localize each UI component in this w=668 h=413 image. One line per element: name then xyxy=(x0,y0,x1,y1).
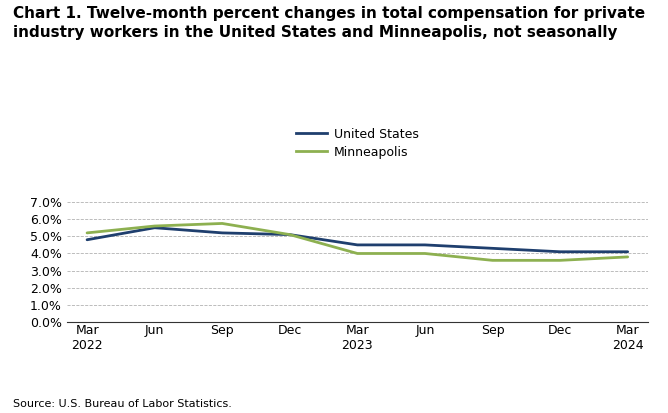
Text: Mar
2024: Mar 2024 xyxy=(612,324,643,352)
Text: Jun: Jun xyxy=(415,324,435,337)
Text: Dec: Dec xyxy=(278,324,302,337)
Text: Mar
2022: Mar 2022 xyxy=(71,324,103,352)
Text: Sep: Sep xyxy=(481,324,504,337)
Text: Mar
2023: Mar 2023 xyxy=(341,324,373,352)
Text: Source: U.S. Bureau of Labor Statistics.: Source: U.S. Bureau of Labor Statistics. xyxy=(13,399,232,409)
Text: Chart 1. Twelve-month percent changes in total compensation for private
industry: Chart 1. Twelve-month percent changes in… xyxy=(13,6,645,40)
Text: Dec: Dec xyxy=(548,324,572,337)
Legend: United States, Minneapolis: United States, Minneapolis xyxy=(296,128,419,159)
Text: Sep: Sep xyxy=(210,324,234,337)
Text: Jun: Jun xyxy=(145,324,164,337)
